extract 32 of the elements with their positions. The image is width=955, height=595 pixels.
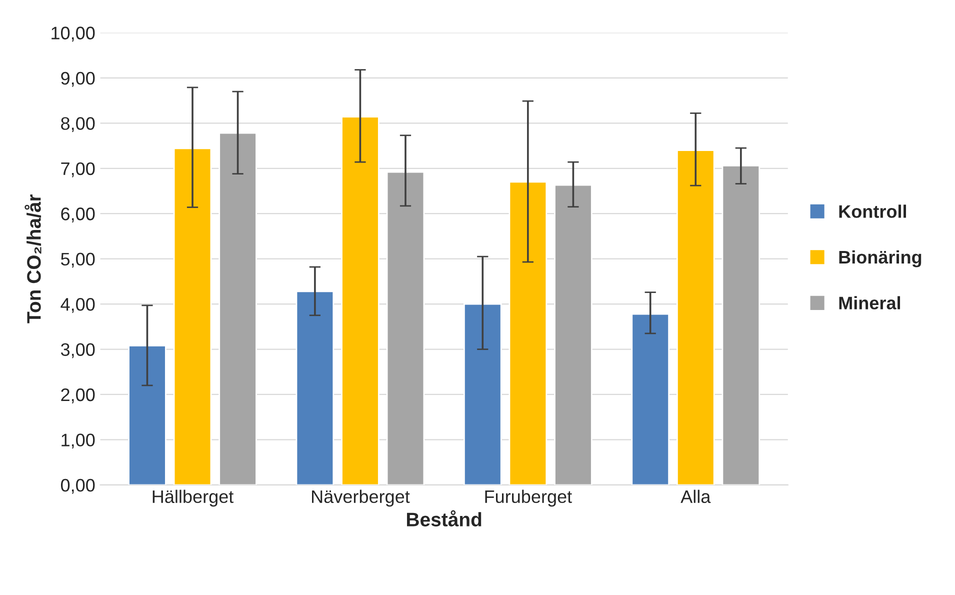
y-tick-label: 5,00 bbox=[61, 252, 95, 268]
x-tick-label: Furuberget bbox=[485, 490, 572, 507]
bar bbox=[508, 181, 548, 485]
x-tick-label: Näverberget bbox=[312, 490, 410, 507]
y-tick-label: 4,00 bbox=[60, 298, 95, 313]
legend-label: Kontroll bbox=[839, 204, 906, 218]
y-tick-label: 6,00 bbox=[61, 208, 95, 222]
bar bbox=[128, 344, 166, 485]
bar bbox=[173, 148, 212, 485]
legend-label: Bionäring bbox=[839, 250, 922, 268]
x-tick-label: Alla bbox=[680, 490, 711, 504]
bar bbox=[341, 116, 380, 485]
x-axis-title: Bestånd bbox=[407, 510, 482, 526]
bar bbox=[386, 171, 425, 485]
y-tick-label: 0,00 bbox=[60, 478, 95, 494]
y-tick-label: 9,00 bbox=[61, 72, 95, 87]
y-tick-label: 1,00 bbox=[62, 434, 95, 449]
bar bbox=[676, 150, 715, 485]
bar bbox=[218, 132, 257, 485]
y-tick-label: 7,00 bbox=[61, 162, 95, 178]
bar bbox=[631, 313, 670, 485]
y-axis-title: Ton CO₂/ha/år bbox=[24, 194, 42, 324]
y-tick-label: 3,00 bbox=[60, 343, 95, 358]
bar bbox=[464, 303, 502, 485]
legend-label: Mineral bbox=[839, 296, 900, 310]
x-tick-label: Hällberget bbox=[152, 490, 234, 507]
bar bbox=[722, 164, 760, 485]
bar bbox=[296, 290, 334, 485]
y-tick-label: 8,00 bbox=[61, 117, 95, 132]
y-tick-label: 2,00 bbox=[61, 388, 95, 404]
bar bbox=[554, 184, 592, 485]
y-tick-label: 10,00 bbox=[52, 26, 95, 42]
